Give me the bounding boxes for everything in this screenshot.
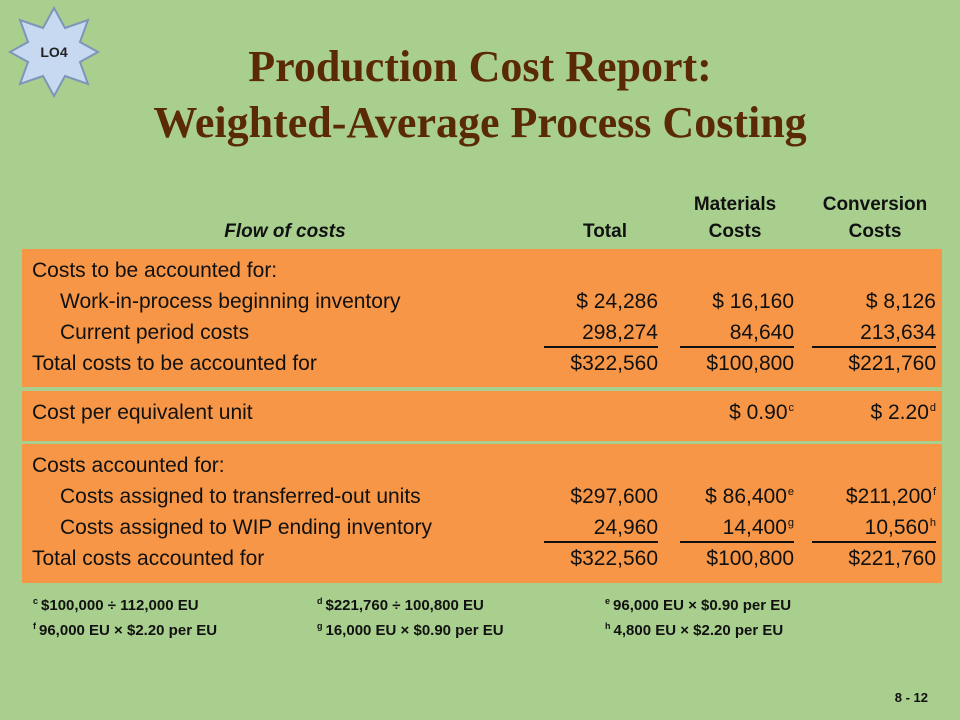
costs-to-account-panel: Costs to be accounted for: Work-in-proce… [22, 249, 942, 387]
row-label: Total costs to be accounted for [32, 352, 317, 375]
row-label: Total costs accounted for [32, 547, 265, 570]
footnote-mark: c [788, 402, 795, 414]
table-row: Cost per equivalent unit $ 0.90c $ 2.20d [22, 399, 942, 431]
row-label: Costs assigned to WIP ending inventory [60, 516, 432, 539]
footnote-mark: f [932, 486, 936, 498]
total-cell: 298,274 [544, 321, 658, 348]
materials-cell: 84,640 [680, 321, 794, 348]
conversion-value: $211,200 [845, 485, 932, 508]
conversion-value: $ 2.20 [870, 401, 929, 424]
total-cell: $297,600 [570, 485, 658, 508]
footnote-d: d $221,760 ÷ 100,800 EU [316, 596, 484, 614]
badge-label: LO4 [40, 44, 68, 60]
conversion-cell: 10,560h [812, 516, 936, 543]
footnote-mark: e [605, 596, 611, 606]
footnote-e: e 96,000 EU × $0.90 per EU [604, 596, 791, 614]
table-row: Current period costs 298,274 84,640 213,… [22, 319, 942, 351]
table-row: Work-in-process beginning inventory $ 24… [22, 288, 942, 320]
footnote-mark: f [33, 621, 36, 631]
table-row: Costs assigned to WIP ending inventory 2… [22, 514, 942, 546]
footnote-g: g 16,000 EU × $0.90 per EU [316, 621, 504, 639]
conversion-cell: $211,200f [812, 485, 936, 509]
footnote-mark: d [317, 596, 323, 606]
header-conversion-1: Conversion [822, 194, 928, 215]
header-total: Total [583, 221, 627, 242]
footnote-mark: g [787, 517, 794, 529]
row-label: Current period costs [60, 321, 250, 344]
header-flow-of-costs: Flow of costs [224, 221, 346, 242]
table-row: Costs assigned to transferred-out units … [22, 483, 942, 515]
footnote-mark: d [929, 402, 936, 414]
materials-cell: 14,400g [680, 516, 794, 543]
conversion-cell: $221,760 [848, 547, 936, 570]
footnote-text: $100,000 ÷ 112,000 EU [41, 597, 199, 614]
footnote-text: 16,000 EU × $0.90 per EU [325, 622, 504, 639]
page-number: 8 - 12 [894, 690, 928, 705]
total-cell: $ 24,286 [576, 290, 658, 313]
lo-badge: LO4 [8, 6, 100, 98]
conversion-cell: 213,634 [812, 321, 936, 348]
costs-accounted-panel: Costs accounted for: Costs assigned to t… [22, 444, 942, 583]
header-conversion-2: Costs [848, 221, 902, 242]
materials-value: $ 0.90 [729, 401, 788, 424]
header-materials-2: Costs [708, 221, 762, 242]
materials-cell: $100,800 [706, 352, 794, 375]
footnote-mark: h [605, 621, 611, 631]
total-cell: $322,560 [570, 547, 658, 570]
footnote-text: $221,760 ÷ 100,800 EU [325, 597, 484, 614]
total-cell: $322,560 [570, 352, 658, 375]
title-line-2: Weighted-Average Process Costing [153, 98, 807, 147]
conversion-cell: $ 8,126 [865, 290, 936, 313]
title-line-1: Production Cost Report: [248, 42, 712, 91]
section3-heading-row: Costs accounted for: [22, 452, 942, 484]
materials-cell: $ 86,400e [680, 485, 794, 509]
materials-cell: $100,800 [706, 547, 794, 570]
footnote-mark: c [33, 596, 39, 606]
section1-heading-row: Costs to be accounted for: [22, 257, 942, 289]
materials-value: $ 86,400 [705, 485, 787, 508]
section3-heading: Costs accounted for: [32, 454, 225, 477]
section1-heading: Costs to be accounted for: [32, 259, 278, 282]
cost-per-eu-panel: Cost per equivalent unit $ 0.90c $ 2.20d [22, 391, 942, 441]
materials-value: 14,400 [722, 516, 787, 539]
footnote-text: 96,000 EU × $2.20 per EU [39, 622, 218, 639]
materials-cell: $ 0.90c [680, 401, 794, 425]
conversion-value: 10,560 [864, 516, 929, 539]
footnote-f: f 96,000 EU × $2.20 per EU [32, 621, 217, 639]
row-label: Cost per equivalent unit [32, 401, 253, 424]
total-row: Total costs to be accounted for $322,560… [22, 350, 942, 382]
conversion-cell: $ 2.20d [812, 401, 936, 425]
footnote-mark: e [787, 486, 794, 498]
footnote-h: h 4,800 EU × $2.20 per EU [604, 621, 783, 639]
star-badge-icon [8, 6, 100, 98]
footnote-c: c $100,000 ÷ 112,000 EU [32, 596, 199, 614]
footnote-text: 96,000 EU × $0.90 per EU [613, 597, 792, 614]
row-label: Costs assigned to transferred-out units [60, 485, 421, 508]
footnote-mark: h [929, 517, 936, 529]
footnote-text: 4,800 EU × $2.20 per EU [613, 622, 784, 639]
materials-cell: $ 16,160 [712, 290, 794, 313]
row-label: Work-in-process beginning inventory [60, 290, 401, 313]
total-cell: 24,960 [544, 516, 658, 543]
total-row: Total costs accounted for $322,560 $100,… [22, 545, 942, 577]
header-materials-1: Materials [693, 194, 777, 215]
conversion-cell: $221,760 [848, 352, 936, 375]
footnote-mark: g [317, 621, 323, 631]
